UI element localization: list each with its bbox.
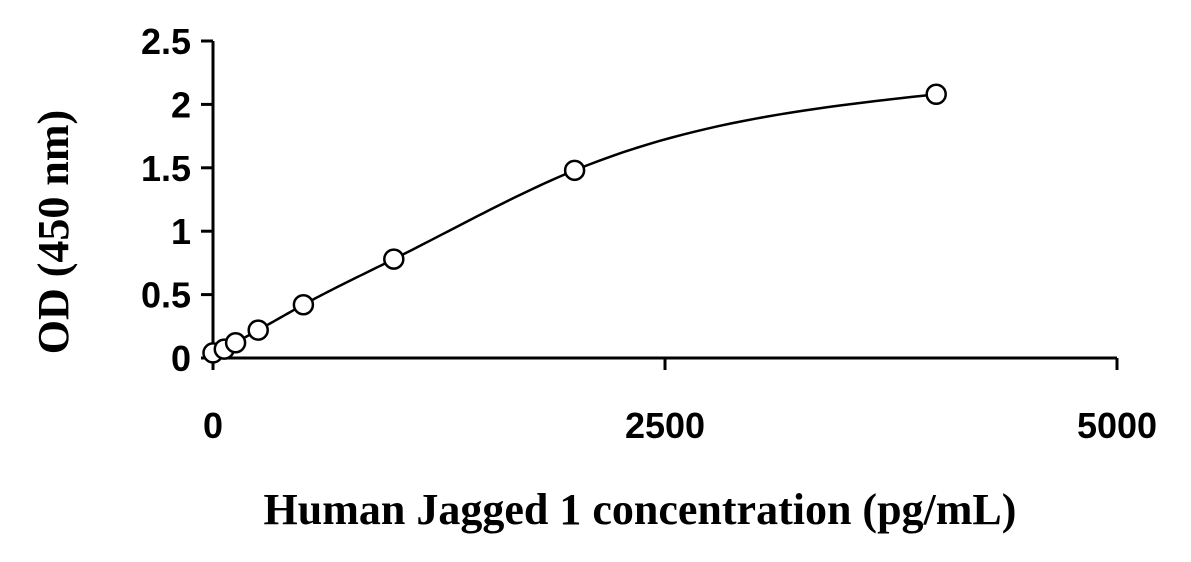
fit-curve <box>212 93 937 355</box>
y-tick-label: 1.5 <box>141 148 191 189</box>
y-tick-label: 2 <box>171 84 191 125</box>
data-point <box>292 293 315 316</box>
data-point <box>224 332 247 354</box>
y-axis-title: OD (450 nm) <box>29 110 78 354</box>
x-tick-label: 5000 <box>1077 405 1157 446</box>
x-axis-title: Human Jagged 1 concentration (pg/mL) <box>264 485 1017 534</box>
y-tick-label: 0 <box>171 338 191 379</box>
data-points <box>202 83 947 364</box>
y-tick-label: 2.5 <box>141 21 191 62</box>
x-ticks: 0 2500 5000 <box>203 358 1157 446</box>
y-tick-label: 1 <box>171 211 191 252</box>
y-tick-label: 0.5 <box>141 275 191 316</box>
data-point <box>563 159 586 182</box>
axes <box>201 41 1117 360</box>
x-tick-label: 2500 <box>625 405 705 446</box>
data-point <box>383 248 405 270</box>
data-point <box>247 319 269 341</box>
data-point <box>925 83 947 106</box>
x-tick-label: 0 <box>203 405 223 446</box>
y-ticks: 0 0.5 1 1.5 2 2.5 <box>141 21 213 379</box>
